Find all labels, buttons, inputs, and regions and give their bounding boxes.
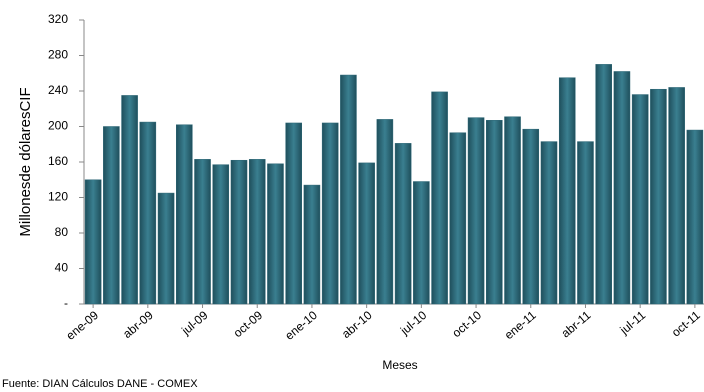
bar <box>413 181 430 305</box>
bar <box>176 124 193 305</box>
y-tick-label: 200 <box>48 119 68 133</box>
y-tick-label: 160 <box>48 154 68 168</box>
x-tick-label: ene-11 <box>502 308 539 342</box>
bar <box>376 119 394 305</box>
x-tick-label: oct-09 <box>231 308 266 340</box>
bar <box>686 129 704 305</box>
bar <box>103 126 120 305</box>
x-tick-label: jul-11 <box>617 308 649 338</box>
bar <box>631 94 649 305</box>
bar <box>467 117 485 305</box>
bar <box>504 116 521 305</box>
y-tick-label: - <box>64 296 68 310</box>
x-tick-label: abr-10 <box>339 308 375 341</box>
bar <box>321 122 339 305</box>
source: Fuente: DIAN Cálculos DANE - COMEX <box>2 378 198 390</box>
bar <box>522 128 540 305</box>
y-tick-label: 280 <box>48 48 68 62</box>
bar <box>394 143 412 305</box>
y-tick-label: 120 <box>48 190 68 204</box>
bar <box>540 141 558 305</box>
y-tick-label: 80 <box>55 225 69 239</box>
bar <box>431 91 448 305</box>
x-tick-label: ene-10 <box>282 308 320 343</box>
x-axis-label: Meses <box>382 358 417 372</box>
bar <box>577 141 594 305</box>
y-axis-label: Millonesde dólaresCIF <box>17 87 34 236</box>
bar <box>340 74 357 305</box>
x-tick-label: ene-09 <box>63 308 101 343</box>
bar <box>194 159 211 305</box>
bar <box>668 87 685 305</box>
bar <box>486 120 503 305</box>
x-tick-label: abr-11 <box>559 308 594 341</box>
bar <box>358 162 375 305</box>
y-tick-label: 240 <box>48 83 68 97</box>
y-tick-label: 40 <box>55 261 69 275</box>
bar <box>613 71 631 305</box>
y-tick-label: 320 <box>48 12 68 26</box>
bar <box>121 95 138 305</box>
x-tick-label: oct-10 <box>449 308 484 340</box>
bar <box>558 77 576 305</box>
bar <box>267 163 284 305</box>
bar <box>230 159 248 305</box>
x-tick-label: abr-09 <box>120 308 156 341</box>
x-tick-label: oct-11 <box>669 308 703 340</box>
bar <box>84 179 102 305</box>
bar <box>139 121 157 305</box>
bar <box>650 88 667 305</box>
bar <box>449 132 467 305</box>
bar <box>303 184 321 305</box>
bar <box>212 164 230 305</box>
x-tick-label: jul-09 <box>178 308 210 338</box>
bar <box>285 122 302 305</box>
x-tick-label: jul-10 <box>397 308 429 338</box>
bar <box>595 64 612 305</box>
bar <box>248 159 266 305</box>
bar <box>157 192 175 305</box>
